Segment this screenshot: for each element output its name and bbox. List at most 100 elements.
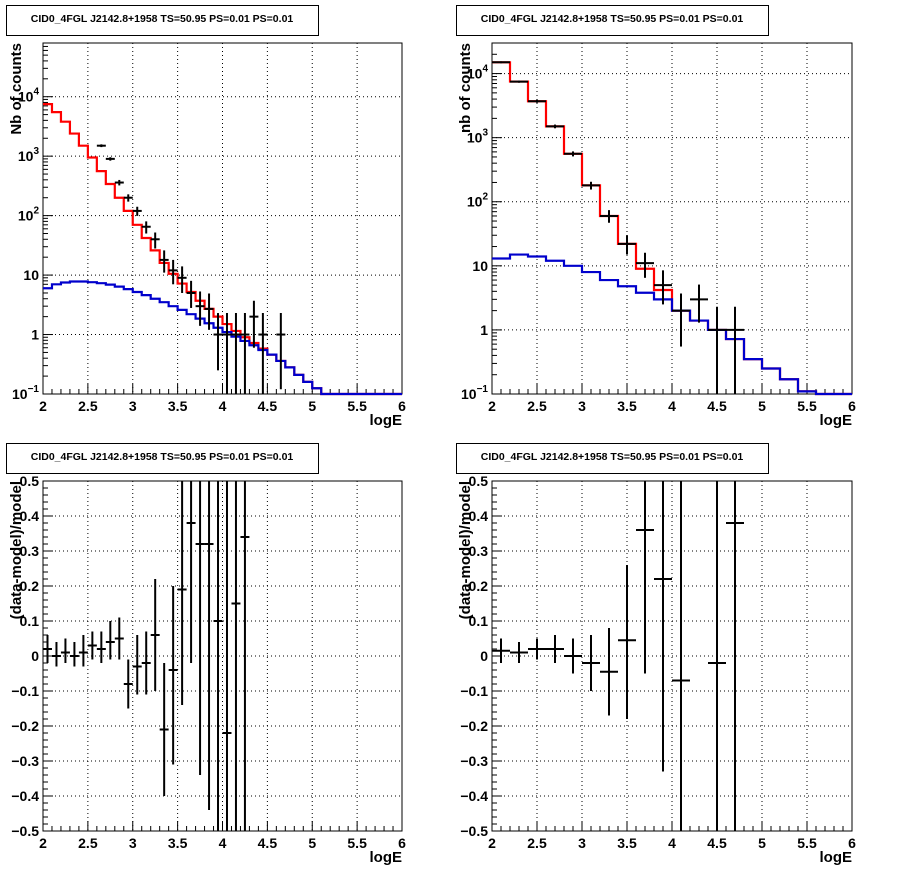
y-tick-label: 0.3 — [469, 543, 489, 559]
title-box — [6, 443, 319, 474]
y-tick-label: 10−1 — [12, 384, 39, 402]
x-tick-label: 5.5 — [797, 398, 817, 414]
data-point — [150, 232, 160, 249]
y-tick-label: 104 — [467, 64, 489, 82]
title-box — [6, 5, 319, 36]
y-tick-label: 0.1 — [469, 613, 489, 629]
x-axis-title: logE — [370, 849, 403, 866]
y-tick-label: 0.1 — [20, 613, 40, 629]
x-tick-label: 2 — [39, 835, 47, 851]
chart-panel-4: CID0_4FGL J2142.8+1958 TS=50.95 PS=0.01 … — [456, 443, 856, 866]
residual-point — [51, 642, 61, 667]
y-tick-label: −0.4 — [460, 788, 488, 804]
y-tick-label: 102 — [18, 206, 40, 224]
x-tick-label: 4.5 — [258, 835, 278, 851]
x-tick-label: 4.5 — [707, 398, 727, 414]
y-axis-title: (data-model)/model — [8, 481, 25, 619]
chart-title: CID0_4FGL J2142.8+1958 TS=50.95 PS=0.01 … — [481, 13, 744, 25]
data-point — [114, 179, 124, 186]
y-tick-label: 0 — [480, 648, 488, 664]
x-tick-label: 2.5 — [78, 398, 98, 414]
data-point — [222, 313, 232, 394]
data-point — [618, 235, 636, 255]
residual-point — [69, 642, 79, 667]
x-tick-label: 2 — [488, 398, 496, 414]
data-point — [204, 293, 214, 330]
y-tick-label: 103 — [467, 128, 489, 146]
x-tick-label: 6 — [848, 398, 856, 414]
residual-point — [222, 481, 232, 831]
y-tick-label: −0.2 — [460, 718, 488, 734]
residual-point — [195, 481, 205, 775]
title-box — [456, 5, 769, 36]
y-tick-label: 0.2 — [469, 578, 489, 594]
x-tick-label: 4.5 — [258, 398, 278, 414]
data-point — [249, 300, 259, 348]
residual-point — [78, 635, 88, 667]
x-axis-title: logE — [820, 849, 853, 866]
x-tick-label: 4 — [219, 398, 227, 414]
y-tick-label: 0.5 — [20, 473, 40, 489]
residual-point — [708, 481, 726, 831]
data-point — [528, 99, 546, 103]
data-point — [96, 144, 106, 148]
residual-point — [231, 481, 241, 831]
title-box — [456, 443, 769, 474]
data-point — [492, 61, 510, 64]
y-tick-label: 0.4 — [20, 508, 40, 524]
y-tick-label: −0.2 — [11, 718, 39, 734]
y-tick-label: −0.5 — [11, 823, 39, 839]
x-tick-label: 5.5 — [347, 835, 367, 851]
y-tick-label: −0.1 — [11, 683, 39, 699]
residual-point — [114, 617, 124, 660]
data-point — [690, 284, 708, 323]
x-tick-label: 5.5 — [347, 398, 367, 414]
residual-point — [726, 481, 744, 831]
data-point — [636, 252, 654, 278]
y-tick-label: 10 — [23, 267, 39, 283]
x-tick-label: 3.5 — [168, 835, 188, 851]
residual-point — [132, 635, 142, 695]
residual-point — [510, 642, 528, 663]
x-tick-label: 2.5 — [527, 398, 547, 414]
residual-point — [168, 586, 178, 765]
y-tick-label: 10−1 — [461, 384, 488, 402]
x-tick-label: 4 — [219, 835, 227, 851]
residual-point — [546, 635, 564, 663]
residual-point — [43, 635, 52, 663]
series-model-source — [492, 253, 852, 396]
data-point — [231, 313, 241, 394]
y-tick-label: 1 — [480, 322, 488, 338]
x-tick-label: 6 — [398, 835, 406, 851]
chart-panel-1: CID0_4FGL J2142.8+1958 TS=50.95 PS=0.01 … — [6, 5, 406, 429]
residual-point — [150, 579, 160, 691]
residual-point — [582, 635, 600, 691]
data-point — [546, 124, 564, 129]
x-tick-label: 3 — [578, 398, 586, 414]
data-point — [177, 266, 187, 293]
y-tick-label: 0.2 — [20, 578, 40, 594]
data-point — [186, 280, 196, 308]
y-tick-label: 104 — [18, 87, 40, 105]
series-model-total — [492, 61, 852, 396]
x-tick-label: 3.5 — [617, 398, 637, 414]
residual-point — [123, 659, 133, 709]
residual-point — [96, 631, 106, 663]
data-point — [510, 80, 528, 83]
x-tick-label: 4 — [668, 398, 676, 414]
data-point — [582, 181, 600, 190]
residual-point — [177, 481, 187, 705]
residual-point — [60, 638, 70, 663]
x-tick-label: 3.5 — [168, 398, 188, 414]
x-tick-label: 2 — [39, 398, 47, 414]
x-tick-label: 4.5 — [707, 835, 727, 851]
data-point — [276, 313, 286, 390]
residual-point — [204, 481, 214, 810]
x-tick-label: 2.5 — [527, 835, 547, 851]
residual-point — [636, 481, 654, 674]
data-point — [159, 250, 169, 273]
y-tick-label: −0.3 — [11, 753, 39, 769]
y-tick-label: −0.3 — [460, 753, 488, 769]
x-tick-label: 5 — [758, 398, 766, 414]
